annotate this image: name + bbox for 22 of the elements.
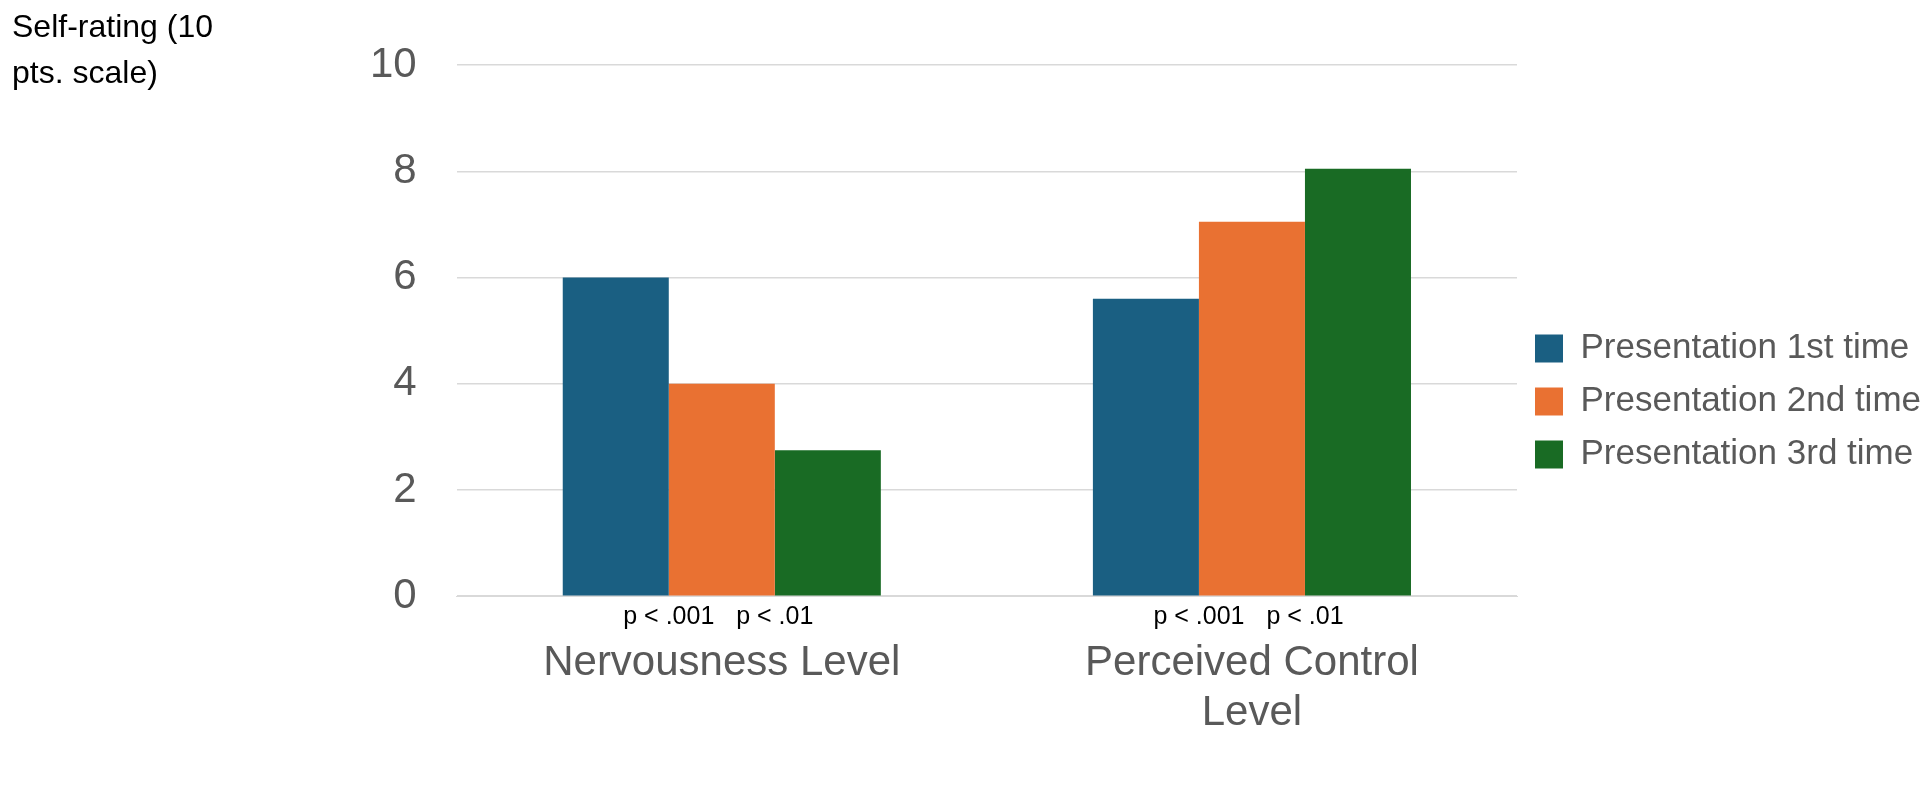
y-tick-label: 10 (370, 38, 417, 86)
x-tick-label: Perceived Control Level (1085, 636, 1419, 735)
y-tick-label: 6 (393, 251, 417, 299)
bar (1092, 298, 1199, 596)
bar (668, 383, 775, 596)
text: p < .01 (1266, 600, 1344, 629)
legend-label: Presentation 2nd time (1580, 379, 1921, 419)
y-tick-label: 2 (393, 463, 417, 511)
y-tick-label: 0 (393, 569, 417, 617)
x-tick-label: Nervousness Level (543, 636, 901, 684)
text: p < .001 (623, 600, 715, 629)
text: p < .01 (736, 600, 814, 629)
text: p < .001 (1153, 600, 1245, 629)
y-tick-label: 8 (393, 144, 417, 192)
bar (1304, 168, 1411, 596)
bar (1198, 221, 1305, 596)
y-axis-title: Self-rating (10 pts. scale) (12, 7, 213, 90)
legend-label: Presentation 1st time (1580, 326, 1910, 366)
bar (774, 450, 881, 596)
bar (562, 277, 669, 596)
y-tick-label: 4 (393, 357, 417, 405)
legend-label: Presentation 3rd time (1580, 432, 1914, 472)
